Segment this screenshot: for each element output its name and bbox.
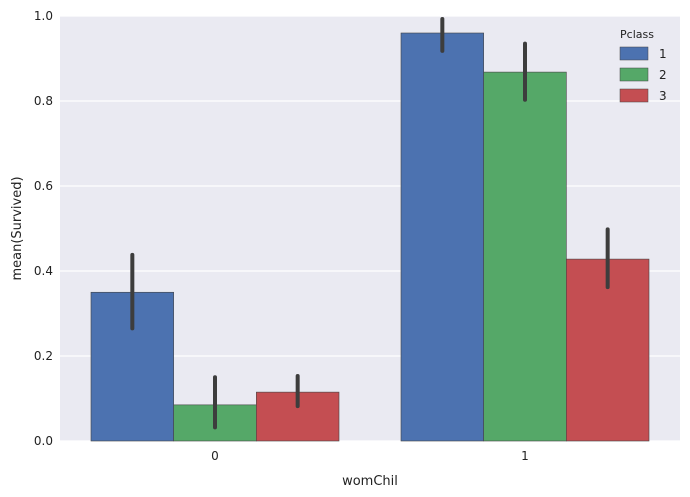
y-tick-label: 0.4 <box>34 264 53 278</box>
y-tick-label: 0.8 <box>34 94 53 108</box>
x-tick-label: 0 <box>211 449 219 463</box>
legend-swatch <box>619 46 649 61</box>
y-tick-label: 0.6 <box>34 179 53 193</box>
x-axis-label: womChil <box>342 474 398 489</box>
bar <box>566 258 650 442</box>
bar <box>400 32 484 442</box>
y-axis-label: mean(Survived) <box>10 176 25 280</box>
y-tick-label: 0.0 <box>34 434 53 448</box>
legend-title: Pclass <box>620 28 654 41</box>
legend-label: 3 <box>659 89 667 103</box>
error-bars <box>130 16 610 430</box>
y-tick-label: 1.0 <box>34 9 53 23</box>
legend-label: 2 <box>659 68 667 82</box>
y-tick-label: 0.2 <box>34 349 53 363</box>
x-tick-label: 1 <box>521 449 529 463</box>
bar <box>483 71 567 442</box>
y-axis-ticks: 0.0 0.2 0.4 0.6 0.8 1.0 <box>34 9 53 448</box>
legend-label: 1 <box>659 47 667 61</box>
legend: Pclass 1 2 3 <box>619 28 667 103</box>
legend-swatch <box>619 88 649 103</box>
legend-swatch <box>619 67 649 82</box>
